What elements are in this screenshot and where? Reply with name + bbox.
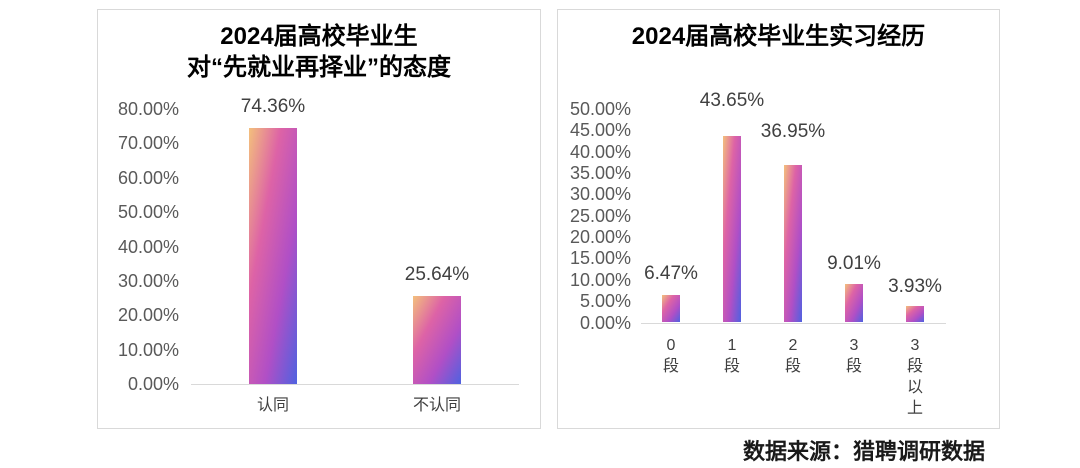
bar-1 [662, 294, 680, 323]
y-tick-label: 50.00% [117, 202, 179, 223]
data-source-note: 数据来源：猎聘调研数据 [742, 439, 985, 464]
bar-1 [249, 128, 297, 384]
y-tick-label: 20.00% [117, 305, 179, 326]
data-label: 9.01% [827, 253, 881, 275]
y-tick-label: 30.00% [117, 270, 179, 291]
bar-5 [906, 305, 924, 323]
y-tick-label: 10.00% [569, 269, 631, 290]
bar-3 [784, 164, 802, 323]
data-label: 25.64% [404, 263, 470, 285]
x-tick-label: 认同 [256, 397, 289, 414]
x-tick-label: 不认同 [412, 397, 461, 414]
chart-panel-job-first-attitude: 2024届高校毕业生 对“先就业再择业”的态度 0.00% 10.00% 20.00… [97, 9, 541, 429]
chart-title: 2024届高校毕业生 对“先就业再择业”的态度 [187, 23, 451, 81]
x-tick-label: 2段 [784, 337, 801, 375]
y-tick-label: 40.00% [117, 236, 179, 257]
data-label: 6.47% [644, 262, 698, 284]
data-label: 43.65% [699, 90, 765, 112]
x-tick-label: 3段以上 [906, 337, 923, 417]
y-tick-label: 0.00% [127, 374, 179, 394]
y-tick-label: 45.00% [569, 120, 631, 141]
bar-2 [413, 295, 461, 384]
x-tick-label: 1段 [723, 337, 740, 375]
bar-chart-attitude: 0.00% 10.00% 20.00% 30.00% 40.00% 50.00% 60.00… [98, 10, 540, 428]
bar-2 [723, 136, 741, 323]
y-tick-label: 40.00% [569, 141, 631, 162]
y-tick-label: 70.00% [117, 133, 179, 154]
y-tick-label: 5.00% [579, 291, 631, 312]
y-tick-label: 10.00% [117, 339, 179, 360]
y-tick-label: 30.00% [569, 184, 631, 205]
x-tick-label: 3段 [845, 337, 862, 375]
data-label: 3.93% [888, 275, 942, 297]
chart-panel-internship-experience: 2024届高校毕业生实习经历 0.00% 5.00% 10.00% 15.00% 20.… [557, 9, 1000, 429]
x-tick-label: 0段 [662, 337, 679, 375]
y-tick-label: 60.00% [117, 167, 179, 188]
y-tick-label: 20.00% [569, 227, 631, 248]
bar-4 [845, 284, 863, 323]
y-tick-label: 35.00% [569, 163, 631, 184]
data-label: 36.95% [760, 120, 826, 142]
x-axis-line [640, 322, 946, 324]
chart-title: 2024届高校毕业生实习经历 [631, 23, 926, 50]
bar-chart-internship: 0.00% 5.00% 10.00% 15.00% 20.00% 25.00% 30.00%… [558, 10, 999, 428]
y-tick-label: 25.00% [569, 205, 631, 226]
y-tick-label: 80.00% [117, 99, 179, 119]
y-tick-label: 50.00% [569, 99, 631, 119]
y-tick-label: 0.00% [579, 312, 631, 333]
data-label: 74.36% [240, 96, 306, 118]
x-axis-line [191, 384, 519, 385]
y-tick-label: 15.00% [569, 248, 631, 269]
